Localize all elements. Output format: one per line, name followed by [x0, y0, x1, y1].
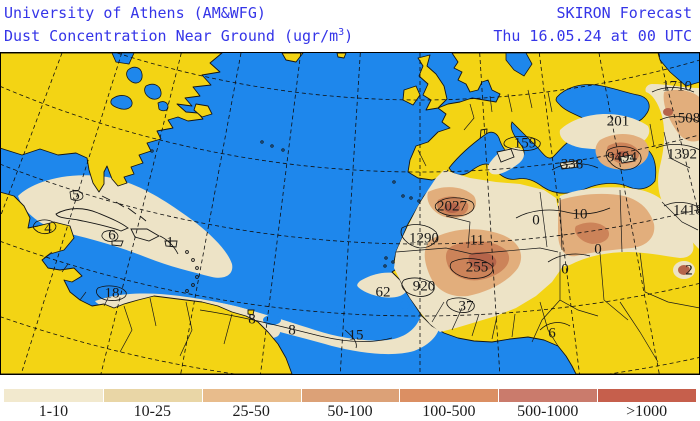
legend-swatch — [498, 389, 598, 402]
dust-contour-label: 1418 — [673, 202, 700, 218]
legend-range-label: 1-10 — [38, 403, 69, 420]
great-lake-4 — [157, 101, 169, 112]
dust-contour-label: 8 — [248, 311, 256, 327]
jamaica-outline — [111, 240, 124, 247]
legend-item: 50-100 — [300, 389, 400, 421]
legend-swatch — [300, 389, 400, 402]
header-valid-time: Thu 16.05.24 at 00 UTC — [493, 27, 692, 45]
legend-range-label: 50-100 — [327, 403, 373, 420]
dust-contour-label: 6 — [548, 325, 556, 341]
great-lake-1 — [110, 95, 133, 110]
dust-contour-label: 10 — [573, 206, 588, 222]
legend-item: 100-500 — [399, 389, 499, 421]
dust-contour-label: 37 — [459, 298, 475, 314]
concentration-legend: 1-10 10-25 25-50 50-100 100-500 500-1000 >1000 — [4, 389, 697, 421]
forecast-map: 2027 1290 11 255 920 37 62 15 8 8 10 0 0 0 6 2 4 5 6 1 18 159… — [0, 52, 700, 375]
dust-contour-label: 18 — [105, 285, 120, 301]
legend-item: >1000 — [597, 389, 697, 421]
country-borders — [43, 89, 700, 363]
dust-contour-label: 9494 — [607, 149, 638, 165]
legend-item: 500-1000 — [498, 389, 598, 421]
units-superscript: 3 — [338, 27, 345, 38]
sicily — [496, 148, 515, 163]
dust-contour-label: 0 — [594, 241, 602, 257]
great-lake-3 — [144, 83, 162, 100]
dust-contours — [32, 87, 700, 349]
puerto-rico-outline — [164, 240, 178, 248]
transatlantic-dust-band — [146, 288, 441, 355]
dust-contour-label: 8 — [288, 322, 296, 338]
dust-contour-label: 11 — [470, 232, 484, 248]
dust-patch-62 — [357, 272, 409, 298]
trinidad — [247, 309, 255, 316]
header-product-title: Dust Concentration Near Ground (ugr/m3) — [4, 27, 354, 45]
header-institution: University of Athens (AM&WFG) — [4, 4, 266, 22]
dust-contour-label: 255 — [466, 259, 489, 275]
legend-range-label: >1000 — [626, 403, 668, 420]
legend-swatch — [102, 389, 202, 402]
hispaniola-outline — [130, 228, 160, 242]
legend-range-label: 100-500 — [422, 403, 476, 420]
cuba-outline — [55, 208, 129, 232]
dust-contour-label: 4 — [44, 220, 52, 236]
great-lake-2 — [126, 66, 143, 84]
dust-contour-label: 508 — [678, 110, 700, 126]
legend-range-label: 25-50 — [232, 403, 270, 420]
legend-range-label: 500-1000 — [517, 403, 579, 420]
great-britain — [417, 54, 448, 111]
dust-contour-label: 2 — [685, 262, 693, 278]
legend-item: 25-50 — [201, 389, 301, 421]
legend-range-label: 10-25 — [133, 403, 171, 420]
header-bar: University of Athens (AM&WFG) SKIRON For… — [0, 0, 700, 52]
legend-swatch — [4, 389, 103, 402]
caspian-sea-corner — [657, 52, 700, 87]
dust-contour-label: 2027 — [437, 198, 468, 214]
sicily-strait-dust — [487, 147, 524, 175]
dust-contour-label: 0 — [561, 261, 569, 277]
dust-contour-label: 6 — [108, 227, 116, 243]
dust-contour-label: 1 — [166, 234, 174, 250]
legend-swatch — [201, 389, 301, 402]
lesser-antilles — [185, 250, 199, 293]
dust-contour-label: 920 — [413, 278, 436, 294]
dust-contour-label: 1392 — [667, 146, 697, 162]
bahamas — [101, 195, 147, 222]
newfoundland-island — [193, 103, 213, 118]
dust-contour-label: 338 — [561, 156, 584, 172]
graticule — [0, 52, 700, 375]
dust-contour-label: 62 — [376, 284, 391, 300]
meridians — [0, 52, 700, 375]
dust-contour-label: 15 — [349, 327, 364, 343]
dust-contour-label: 1290 — [409, 230, 439, 246]
dust-contour-label: 0 — [532, 212, 540, 228]
legend-item: 10-25 — [102, 389, 202, 421]
dust-contour-label: 201 — [607, 113, 630, 129]
parallels — [0, 52, 700, 375]
iceland — [336, 52, 347, 59]
legend-swatch — [399, 389, 499, 402]
header-model-name: SKIRON Forecast — [556, 4, 692, 22]
dust-contour-label: 159 — [514, 135, 537, 151]
dust-contour-label: 1710 — [662, 78, 692, 94]
dust-contour-label: 5 — [72, 187, 80, 203]
legend-item: 1-10 — [4, 389, 103, 421]
cyprus — [619, 154, 635, 164]
legend-swatch — [597, 389, 697, 402]
